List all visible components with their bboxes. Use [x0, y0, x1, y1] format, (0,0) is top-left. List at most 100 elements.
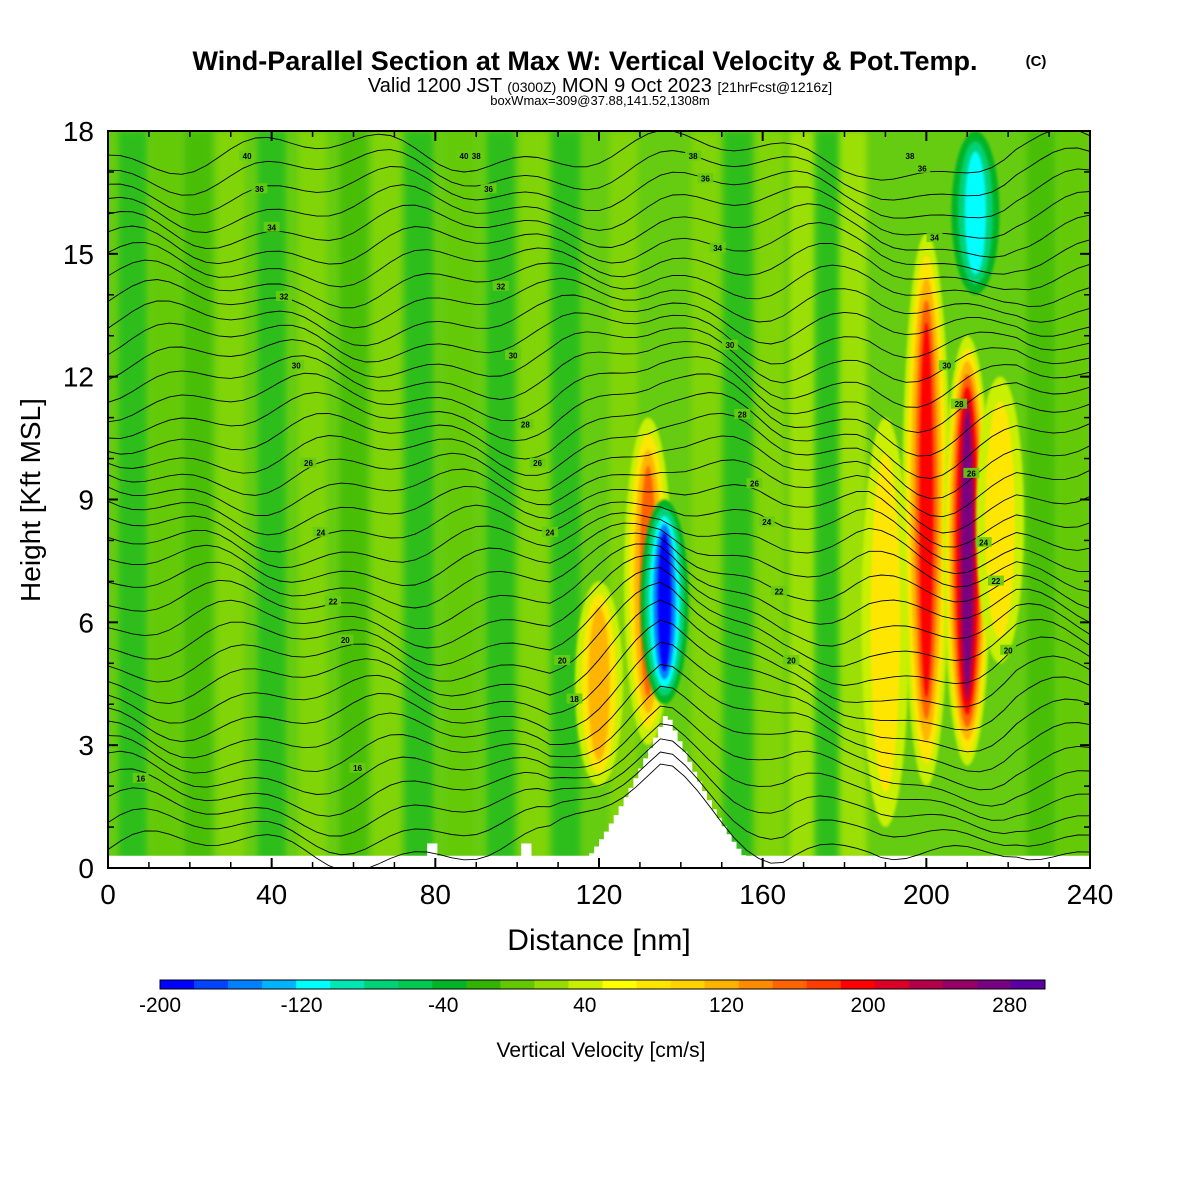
theta-contour: [108, 327, 1090, 384]
contour-label-text: 20: [787, 657, 796, 666]
contour-label-bg: [901, 150, 918, 161]
contour-label-text: 34: [930, 234, 939, 243]
contour-label-bg: [492, 280, 509, 291]
contour-label: 34: [263, 221, 280, 232]
contour-label-bg: [554, 655, 571, 666]
colorbar-swatch: [976, 980, 1012, 989]
contour-label-text: 26: [750, 480, 759, 489]
contour-label-text: 22: [991, 577, 1000, 586]
theta-contour: [108, 373, 1090, 457]
colorbar: -200 -120 -40 40 120 200 280: [139, 979, 1046, 1017]
colorbar-swatch: [398, 980, 433, 989]
contour-label: 32: [492, 280, 509, 291]
theta-contour: [108, 501, 1090, 562]
contour-label-bg: [914, 162, 931, 173]
theta-contour: [108, 435, 1090, 518]
theta-contour: [108, 543, 1090, 629]
colorbar-tick-label: -200: [139, 994, 181, 1017]
contour-label-text: 24: [762, 518, 771, 527]
colorbar-swatch: [466, 980, 501, 989]
contour-label-bg: [758, 516, 775, 527]
velocity-band: [814, 131, 843, 868]
velocity-band: [151, 131, 180, 868]
contour-label-text: 38: [906, 152, 915, 161]
contour-label-text: 20: [558, 657, 567, 666]
contour-label-bg: [349, 762, 366, 773]
x-tick-label: 80: [420, 879, 451, 910]
theta-contour: [108, 341, 1090, 408]
contour-label-bg: [963, 467, 980, 478]
contour-label-text: 28: [738, 410, 747, 419]
x-tick-label: 240: [1067, 879, 1114, 910]
contour-label: 28: [734, 408, 751, 419]
velocity-band: [184, 131, 213, 868]
velocity-band: [257, 131, 286, 868]
contour-label-bg: [468, 150, 485, 161]
contour-label: 32: [275, 291, 292, 302]
contour-label: 36: [914, 162, 931, 173]
contour-label-bg: [685, 150, 702, 161]
terrain: [108, 716, 1090, 868]
contour-label: 34: [926, 232, 943, 243]
velocity-band: [372, 131, 401, 868]
contour-label-text: 40: [243, 152, 252, 161]
colorbar-swatch: [568, 980, 603, 989]
x-tick-label: 0: [100, 879, 116, 910]
contour-label-text: 24: [316, 528, 325, 537]
contour-label-bg: [312, 526, 329, 537]
box-wmax-label: boxWmax=309@37.88,141.52,1308m: [490, 93, 710, 108]
colorbar-swatch: [908, 980, 944, 989]
updraft-core: [870, 453, 901, 792]
contour-label-text: 28: [955, 400, 964, 409]
contour-label-text: 40: [460, 152, 469, 161]
contour-label: 22: [987, 575, 1004, 586]
theta-contour: [108, 277, 1090, 329]
contour-label-text: 38: [689, 152, 698, 161]
x-axis-label: Distance [nm]: [507, 924, 690, 957]
contour-label-bg: [480, 183, 497, 194]
colorbar-swatch: [772, 980, 808, 989]
contour-label-bg: [783, 655, 800, 666]
contour-label: 18: [566, 693, 583, 704]
colorbar-tick-label: -120: [281, 994, 323, 1017]
velocity-band: [404, 131, 433, 868]
theta-contour: [108, 619, 1090, 731]
velocity-band: [216, 131, 245, 868]
contour-label-text: 36: [255, 185, 264, 194]
contour-label: 20: [783, 655, 800, 666]
colorbar-swatch: [942, 980, 978, 989]
contour-label-text: 20: [341, 636, 350, 645]
x-tick-label: 160: [739, 879, 786, 910]
contour-label: 26: [746, 478, 763, 489]
contour-label-text: 30: [292, 362, 301, 371]
theta-contour: [108, 147, 1090, 201]
chart-title: Wind-Parallel Section at Max W: Vertical…: [193, 46, 978, 76]
contour-label-text: 24: [979, 539, 988, 548]
colorbar-swatch: [738, 980, 774, 989]
contour-label-bg: [251, 183, 268, 194]
contour-label-bg: [746, 478, 763, 489]
contour-label-text: 16: [353, 764, 362, 773]
theta-contour: [108, 184, 1090, 239]
contour-label-text: 18: [570, 695, 579, 704]
contour-label-bg: [541, 526, 558, 537]
contour-label-bg: [721, 339, 738, 350]
velocity-band: [1026, 131, 1055, 868]
theta-contour: [108, 685, 1090, 791]
theta-contour: [108, 567, 1090, 667]
downdraft-core: [964, 151, 987, 275]
contour-label: 20: [554, 655, 571, 666]
contour-label: 28: [517, 419, 534, 430]
contour-label: 36: [697, 173, 714, 184]
contour-label-bg: [734, 408, 751, 419]
colorbar-swatch: [840, 980, 876, 989]
contour-label: 20: [1000, 644, 1017, 655]
theta-contour: [108, 294, 1090, 347]
velocity-band: [519, 131, 548, 868]
updraft-core: [588, 606, 610, 761]
theta-contour: [108, 641, 1090, 753]
theta-contour: [108, 356, 1090, 434]
contour-label: 26: [529, 457, 546, 468]
colorbar-swatch: [670, 980, 706, 989]
